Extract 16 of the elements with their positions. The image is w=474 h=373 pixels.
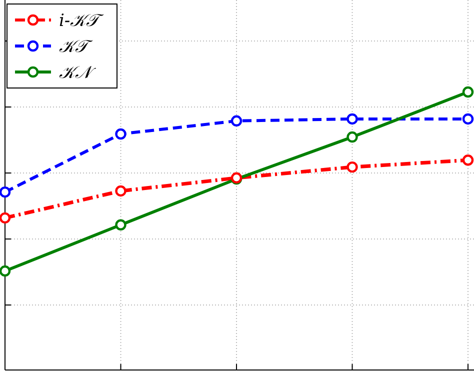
point <box>462 86 474 98</box>
point <box>0 265 11 277</box>
point <box>115 185 126 197</box>
legend-label: 𝒦𝒩 <box>59 63 97 83</box>
point <box>115 219 126 230</box>
point <box>346 131 358 143</box>
point <box>115 128 126 140</box>
point <box>346 113 358 125</box>
legend-label: 𝒦𝒯 <box>59 37 93 57</box>
point <box>0 186 11 198</box>
point <box>0 212 11 224</box>
legend-label: i-𝒦𝒯 <box>59 11 104 31</box>
point <box>346 161 358 173</box>
point <box>462 154 474 166</box>
point <box>462 113 474 125</box>
point <box>230 115 242 127</box>
